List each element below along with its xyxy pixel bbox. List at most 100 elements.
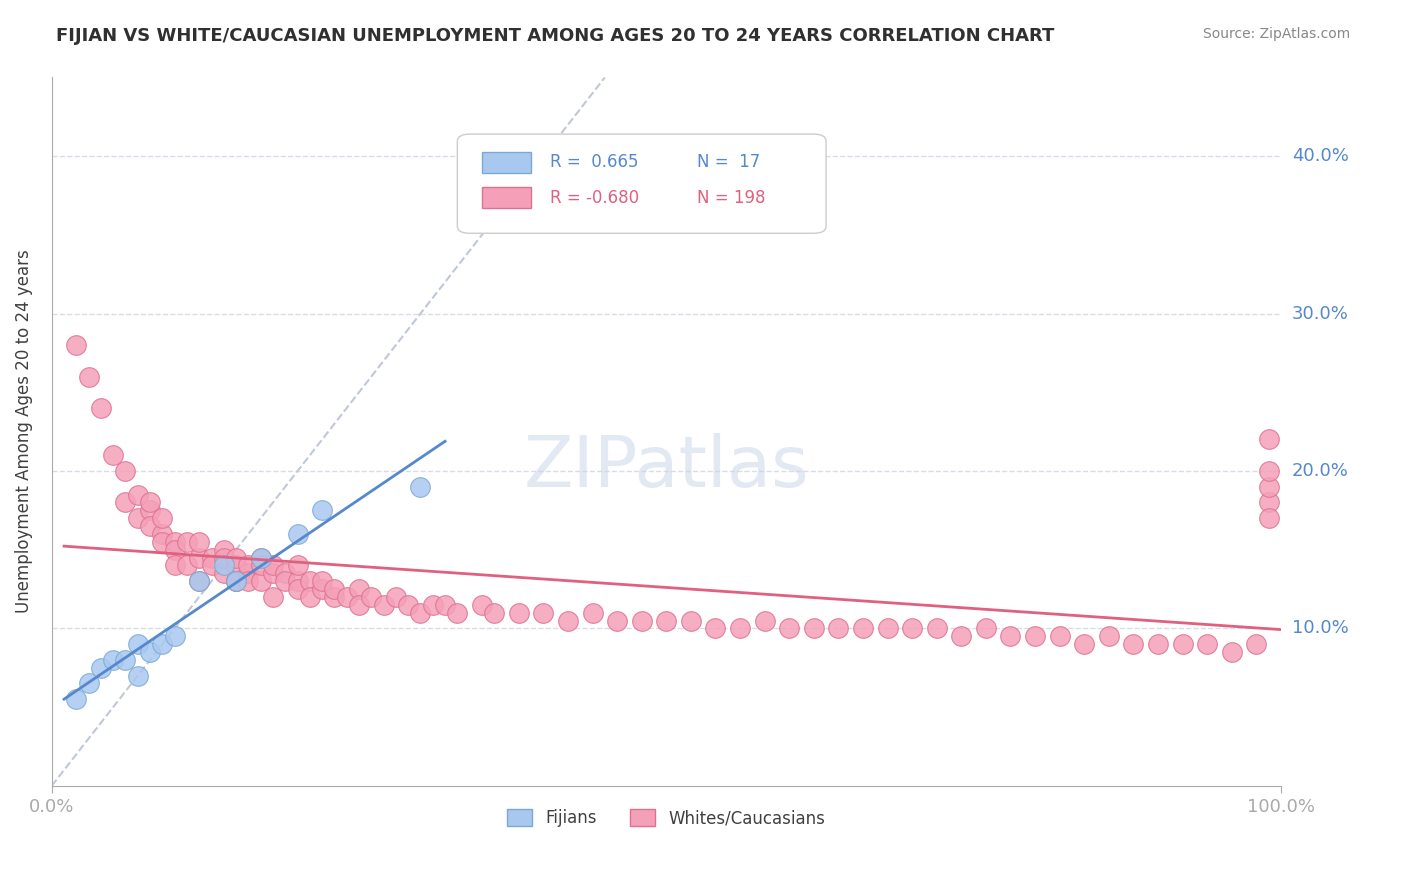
Text: R =  0.665: R = 0.665 [550, 153, 638, 171]
Point [1244, 637, 1267, 651]
Point [901, 621, 924, 635]
Point [827, 621, 849, 635]
Point [163, 629, 186, 643]
Point [139, 503, 162, 517]
Point [163, 534, 186, 549]
Text: 10.0%: 10.0% [1292, 619, 1348, 638]
Point [212, 558, 235, 573]
Point [385, 590, 408, 604]
Point [90, 401, 112, 415]
Point [150, 534, 173, 549]
Point [127, 511, 149, 525]
Text: ZIPatlas: ZIPatlas [523, 433, 808, 501]
Point [446, 606, 468, 620]
Point [728, 621, 751, 635]
Point [409, 606, 432, 620]
Point [249, 550, 271, 565]
Point [249, 558, 271, 573]
Point [679, 614, 702, 628]
Y-axis label: Unemployment Among Ages 20 to 24 years: Unemployment Among Ages 20 to 24 years [15, 250, 32, 614]
Point [754, 614, 776, 628]
Text: 20.0%: 20.0% [1292, 462, 1348, 480]
Point [606, 614, 628, 628]
Point [508, 606, 530, 620]
Point [1257, 495, 1279, 509]
Point [778, 621, 800, 635]
Legend: Fijians, Whites/Caucasians: Fijians, Whites/Caucasians [501, 803, 832, 834]
Point [422, 598, 444, 612]
Point [1257, 480, 1279, 494]
Point [336, 590, 359, 604]
Point [274, 566, 297, 581]
Point [249, 550, 271, 565]
Text: N =  17: N = 17 [697, 153, 761, 171]
Point [150, 511, 173, 525]
Point [77, 369, 100, 384]
Point [188, 534, 211, 549]
Point [852, 621, 875, 635]
Point [1049, 629, 1071, 643]
Point [188, 550, 211, 565]
Point [1147, 637, 1170, 651]
Text: 40.0%: 40.0% [1292, 147, 1348, 165]
Point [1171, 637, 1194, 651]
Bar [482, 152, 531, 173]
Point [65, 692, 87, 706]
Point [139, 519, 162, 533]
Point [262, 558, 284, 573]
Point [950, 629, 973, 643]
Point [298, 590, 321, 604]
Point [287, 527, 309, 541]
Point [103, 653, 125, 667]
Point [287, 558, 309, 573]
Point [114, 495, 136, 509]
Point [1257, 433, 1279, 447]
Point [298, 574, 321, 589]
Point [163, 542, 186, 557]
Point [262, 590, 284, 604]
Point [323, 590, 346, 604]
Point [176, 558, 198, 573]
Point [212, 550, 235, 565]
Point [262, 566, 284, 581]
Point [274, 574, 297, 589]
Point [434, 598, 457, 612]
Point [77, 676, 100, 690]
Point [347, 582, 370, 596]
Point [484, 606, 506, 620]
Point [238, 566, 260, 581]
Point [238, 574, 260, 589]
Point [127, 487, 149, 501]
Point [139, 645, 162, 659]
Point [139, 495, 162, 509]
Point [225, 574, 247, 589]
Point [103, 448, 125, 462]
Text: N = 198: N = 198 [697, 189, 765, 207]
Point [212, 566, 235, 581]
Point [225, 574, 247, 589]
Point [1220, 645, 1243, 659]
Point [200, 558, 222, 573]
Point [360, 590, 382, 604]
Point [114, 653, 136, 667]
Point [311, 503, 333, 517]
Point [974, 621, 997, 635]
Point [323, 582, 346, 596]
Point [225, 574, 247, 589]
Point [1073, 637, 1095, 651]
Point [311, 574, 333, 589]
Text: R = -0.680: R = -0.680 [550, 189, 638, 207]
Point [225, 558, 247, 573]
Point [471, 598, 494, 612]
Text: Source: ZipAtlas.com: Source: ZipAtlas.com [1202, 27, 1350, 41]
Point [238, 558, 260, 573]
Point [249, 574, 271, 589]
Point [531, 606, 554, 620]
Point [225, 550, 247, 565]
Point [188, 574, 211, 589]
Point [1000, 629, 1022, 643]
Point [127, 668, 149, 682]
Point [1122, 637, 1144, 651]
Point [163, 558, 186, 573]
Point [212, 542, 235, 557]
